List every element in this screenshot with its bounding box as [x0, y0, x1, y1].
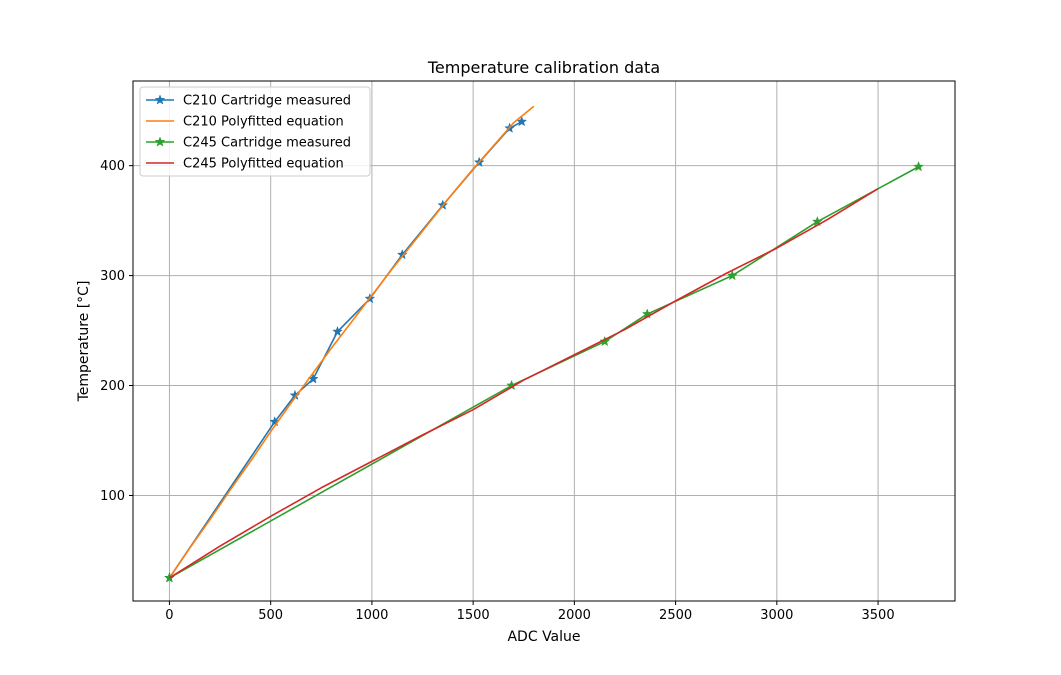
- x-tick-label: 500: [258, 608, 283, 623]
- legend-label: C210 Polyfitted equation: [183, 115, 344, 130]
- legend-item: C210 Polyfitted equation: [146, 115, 344, 130]
- legend: C210 Cartridge measured C210 Polyfitted e…: [139, 86, 371, 177]
- x-tick-label: 2000: [558, 608, 591, 623]
- series-3: [164, 161, 924, 583]
- x-axis-label: ADC Value: [507, 629, 580, 645]
- legend-label: C210 Cartridge measured: [183, 94, 351, 109]
- series-line: [168, 105, 535, 579]
- legend-marker: [154, 136, 166, 147]
- x-tick-label: 1500: [457, 608, 490, 623]
- series-layer: [164, 105, 924, 583]
- series-4: [169, 188, 879, 579]
- y-axis-label: Temperature [°C]: [76, 281, 92, 403]
- chart-title: Temperature calibration data: [427, 58, 660, 77]
- legend-label: C245 Polyfitted equation: [183, 157, 344, 172]
- x-tick-label: 1000: [355, 608, 388, 623]
- legend-label: C245 Cartridge measured: [183, 136, 351, 151]
- x-tick-label: 2500: [659, 608, 692, 623]
- data-point: [599, 335, 611, 347]
- series-2: [168, 105, 535, 579]
- legend-box: [139, 86, 371, 177]
- data-point: [913, 161, 924, 172]
- axis-ticks: 0 500 1000 1500 2000 2500 3000 3500 100 200 300 400: [100, 159, 894, 623]
- legend-item: C245 Cartridge measured: [146, 136, 351, 151]
- legend-item: C245 Polyfitted equation: [146, 157, 344, 172]
- data-point: [726, 269, 738, 281]
- y-tick-label: 100: [100, 489, 125, 504]
- data-point: [811, 216, 823, 227]
- x-tick-label: 3000: [760, 608, 793, 623]
- plot-area-frame: [132, 80, 956, 602]
- y-tick-label: 400: [100, 159, 125, 174]
- series-line: [169, 188, 879, 579]
- x-tick-label: 0: [165, 608, 173, 623]
- y-tick-label: 200: [100, 379, 125, 394]
- data-point: [332, 325, 343, 337]
- x-tick-label: 3500: [862, 608, 895, 623]
- legend-item: C210 Cartridge measured: [146, 94, 351, 109]
- y-tick-label: 300: [100, 269, 125, 284]
- legend-marker: [154, 94, 166, 105]
- grid: [133, 81, 955, 601]
